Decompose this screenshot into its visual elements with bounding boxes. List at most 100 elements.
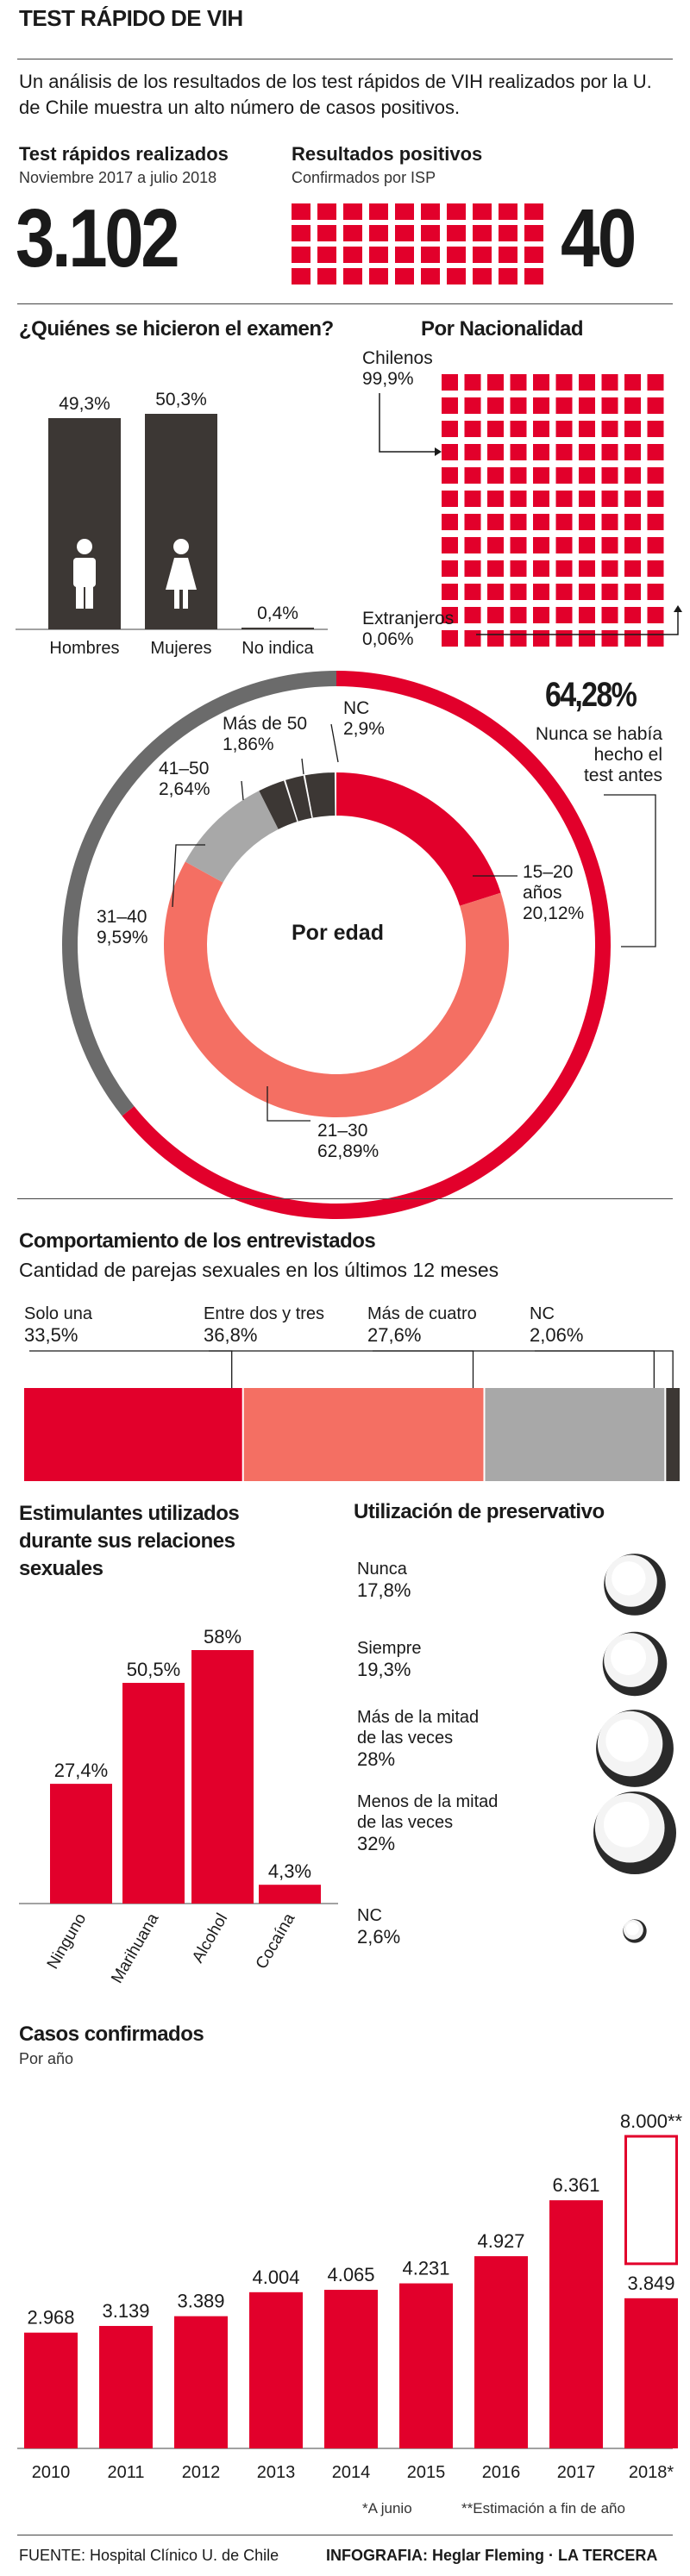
gender-category-label: Hombres (49, 639, 119, 658)
nationality-square (510, 607, 527, 623)
positive-square (524, 247, 543, 263)
condom-bubble-shine (625, 1922, 639, 1935)
positive-square (473, 225, 492, 241)
cases-year-label: 2016 (482, 2463, 521, 2482)
nationality-square (533, 421, 549, 437)
behavior-value-label: 27,6% (367, 1324, 421, 1346)
intro-text: Un análisis de los resultados de los tes… (19, 71, 652, 118)
nationality-square (510, 444, 527, 460)
condom-value-label: 2,6% (357, 1926, 400, 1948)
nationality-square (647, 421, 664, 437)
cases-bar (174, 2316, 228, 2448)
cases-year-label: 2010 (32, 2463, 71, 2482)
nationality-square (510, 584, 527, 600)
leader-outer (604, 794, 656, 947)
condom-category-label: Menos de la mitad (357, 1792, 498, 1811)
gender-bar (242, 628, 314, 629)
nationality-square (464, 397, 481, 414)
positive-square (421, 225, 440, 241)
woman-icon (183, 590, 188, 609)
nationality-square (487, 467, 504, 484)
stimulants-bar (191, 1650, 254, 1904)
nationality-square (647, 514, 664, 530)
cases-year-label: 2017 (557, 2463, 596, 2482)
extranjeros-value: 0,06% (362, 629, 414, 649)
gender-value-label: 49,3% (59, 394, 110, 414)
outer-note-2: hecho el (593, 745, 662, 765)
nationality-square (487, 491, 504, 507)
nationality-square (464, 491, 481, 507)
nationality-square (555, 514, 573, 530)
nationality-square (510, 514, 527, 530)
cases-value-label: 4.004 (252, 2267, 299, 2288)
nationality-square (647, 444, 664, 460)
nationality-square (647, 374, 664, 391)
nationality-square (510, 491, 527, 507)
nationality-square (647, 584, 664, 600)
nationality-square (579, 607, 595, 623)
positive-square (524, 225, 543, 241)
cases-subtitle: Por año (19, 2050, 74, 2067)
stimulants-bar (122, 1683, 185, 1904)
positive-square (292, 247, 310, 263)
nationality-square (487, 444, 504, 460)
gender-category-label: Mujeres (150, 639, 211, 658)
chilenos-value: 99,9% (362, 369, 414, 389)
positive-square (369, 225, 388, 241)
man-icon (77, 539, 92, 554)
cases-value-label: 3.849 (627, 2273, 674, 2294)
cases-estimate-label: 8.000** (620, 2110, 683, 2132)
cases-foot-2: **Estimación a fin de año (461, 2500, 625, 2517)
age-label-mas50: Más de 50 (223, 714, 308, 734)
positive-square (447, 268, 466, 284)
condom-value-label: 28% (357, 1748, 395, 1770)
stimulants-bar (259, 1885, 321, 1904)
nationality-square (442, 397, 458, 414)
positive-square (395, 225, 414, 241)
age-value-21-30: 62,89% (317, 1141, 380, 1161)
behavior-segment-nc (666, 1388, 680, 1481)
nationality-square (555, 560, 573, 577)
condom-value-label: 17,8% (357, 1579, 411, 1601)
chilenos-arrow (435, 447, 442, 456)
positive-square (499, 225, 518, 241)
nationality-square (601, 607, 618, 623)
nationality-square (510, 374, 527, 391)
positive-square (499, 268, 518, 284)
cases-title: Casos confirmados (19, 2023, 204, 2046)
age-label-31-40: 31–40 (97, 907, 147, 927)
positive-square (343, 268, 362, 284)
stimulants-value-label: 50,5% (127, 1659, 180, 1680)
nationality-square (647, 491, 664, 507)
cases-estimate-outline (624, 2135, 678, 2266)
condom-value-label: 32% (357, 1833, 395, 1854)
cases-value-label: 4.927 (477, 2230, 524, 2252)
nationality-square (555, 421, 573, 437)
cases-bar (324, 2290, 378, 2448)
gender-bar (145, 414, 217, 629)
man-icon (76, 585, 84, 609)
cases-year-label: 2012 (182, 2463, 221, 2482)
cases-bar (99, 2325, 153, 2448)
positive-square (421, 268, 440, 284)
footer-source: FUENTE: Hospital Clínico U. de Chile (19, 2547, 279, 2564)
positive-square (473, 268, 492, 284)
nationality-square (533, 491, 549, 507)
nationality-square (487, 607, 504, 623)
nationality-square (601, 444, 618, 460)
age-value-nc: 2,9% (343, 719, 385, 739)
nationality-square (555, 444, 573, 460)
positive-square (343, 203, 362, 220)
stimulants-value-label: 4,3% (268, 1860, 311, 1882)
nationality-square (601, 514, 618, 530)
positive-square (395, 247, 414, 263)
nationality-square (464, 421, 481, 437)
condom-category-label-2: de las veces (357, 1729, 453, 1748)
stimulants-bar (50, 1784, 112, 1904)
extranjeros-leader-line (476, 610, 679, 635)
nationality-square (442, 630, 458, 647)
chilenos-label: Chilenos (362, 348, 433, 368)
leader-mas50 (301, 758, 304, 775)
